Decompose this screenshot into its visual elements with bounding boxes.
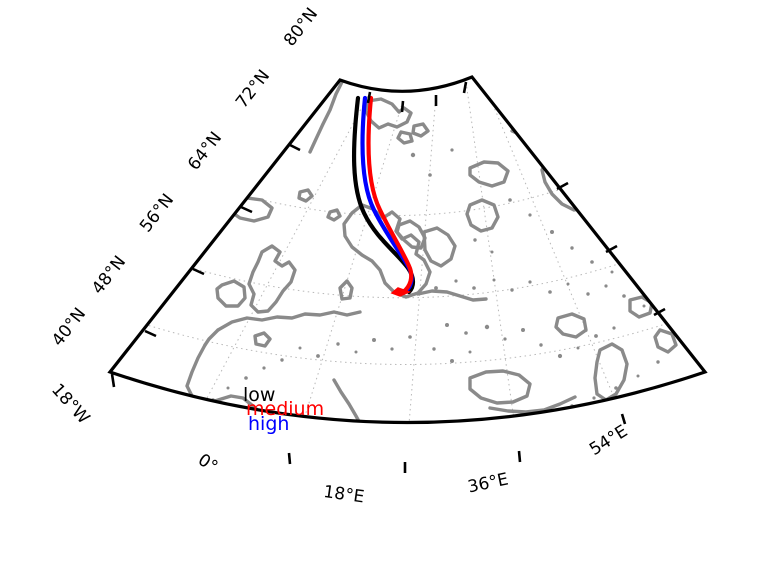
legend-item-high: high — [248, 413, 290, 435]
trajectory-endpoint — [390, 287, 412, 297]
trajectory-medium — [366, 95, 414, 295]
graticule-parallels — [124, 175, 685, 365]
legend-item-low: low — [243, 384, 276, 406]
axis-ticks — [110, 81, 666, 473]
legend-item-medium: medium — [246, 398, 325, 420]
map-boundary — [107, 75, 708, 425]
